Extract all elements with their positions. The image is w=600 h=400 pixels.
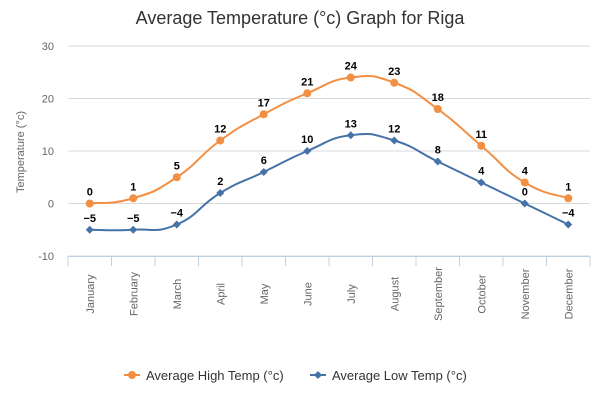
- data-point: [390, 136, 399, 145]
- data-point: [259, 110, 268, 119]
- data-point: [303, 89, 312, 98]
- x-tick-label: March: [172, 279, 184, 310]
- x-tick-label: November: [520, 268, 532, 319]
- data-point: [216, 189, 225, 197]
- y-tick-label: 20: [42, 94, 54, 106]
- data-label: −5: [127, 213, 140, 225]
- legend-label: Average Low Temp (°c): [332, 368, 467, 383]
- data-point: [564, 194, 573, 203]
- data-label: 21: [301, 76, 313, 88]
- legend-marker: [128, 371, 136, 379]
- grid-lines: [68, 45, 590, 257]
- data-label: 5: [174, 160, 180, 172]
- data-point: [346, 131, 355, 140]
- data-label: −4: [562, 208, 575, 220]
- legend[interactable]: Average High Temp (°c) Average Low Temp (…: [124, 368, 467, 383]
- data-point: [172, 173, 181, 182]
- data-point: [564, 220, 573, 229]
- x-axis: January February March April May June July Augu…: [67, 256, 591, 321]
- y-tick-label: -10: [38, 251, 54, 263]
- chart-title: Average Temperature (°c) Graph for Riga: [136, 8, 466, 28]
- data-point: [303, 147, 312, 155]
- data-label: 12: [388, 124, 400, 136]
- x-tick-label: February: [128, 271, 140, 316]
- data-point: [129, 194, 138, 203]
- data-point: [216, 136, 225, 145]
- legend-marker: [314, 371, 322, 379]
- data-point: [259, 168, 268, 176]
- data-label: −5: [83, 213, 96, 225]
- x-tick-label: January: [85, 274, 97, 314]
- legend-item-high[interactable]: Average High Temp (°c): [124, 368, 284, 383]
- data-label: 17: [258, 97, 270, 109]
- data-point: [477, 178, 486, 187]
- data-label: 4: [478, 166, 485, 178]
- data-label: 0: [87, 187, 93, 199]
- series-layer: −5 −5 −4 2 6 10 13 12 8 4 0 −4 0 1 5 12 17 21 24 23 18 11 4 1: [83, 61, 575, 234]
- data-point: [346, 73, 355, 82]
- data-label: 18: [432, 92, 444, 104]
- data-label: 6: [261, 155, 267, 167]
- series-line: [89, 133, 569, 232]
- data-point: [390, 78, 399, 87]
- data-label: 13: [345, 118, 357, 130]
- data-label: 4: [522, 166, 529, 178]
- x-tick-label: May: [259, 283, 271, 304]
- x-tick-label: October: [476, 274, 488, 313]
- legend-label: Average High Temp (°c): [146, 368, 284, 383]
- series-line: [89, 74, 569, 205]
- data-label: 1: [565, 181, 571, 193]
- data-point: [433, 157, 442, 166]
- data-label: 12: [214, 124, 226, 136]
- data-label: 2: [217, 176, 223, 188]
- y-tick-label: 10: [42, 146, 54, 158]
- data-point: [85, 199, 94, 208]
- x-tick-label: December: [563, 268, 575, 319]
- x-tick-label: June: [302, 282, 314, 306]
- data-point: [129, 225, 138, 234]
- y-tick-label: 30: [42, 41, 54, 53]
- y-axis-ticks: -10 0 10 20 30: [38, 41, 54, 263]
- data-label: 11: [475, 129, 487, 141]
- data-point: [520, 199, 529, 208]
- data-label: 8: [435, 145, 441, 157]
- x-tick-label: September: [433, 267, 445, 321]
- data-label: 24: [345, 61, 358, 73]
- data-point: [520, 178, 529, 187]
- y-tick-label: 0: [48, 199, 54, 211]
- data-point: [433, 105, 442, 113]
- x-tick-label: April: [215, 283, 227, 305]
- legend-item-low[interactable]: Average Low Temp (°c): [310, 368, 467, 383]
- data-point: [85, 225, 94, 234]
- x-tick-label: July: [346, 284, 358, 304]
- data-label: −4: [170, 208, 183, 220]
- y-axis-title: Temperature (°c): [15, 111, 27, 193]
- data-point: [172, 220, 181, 229]
- x-tick-label: August: [389, 277, 401, 311]
- data-label: 23: [388, 66, 400, 78]
- data-label: 10: [301, 134, 313, 146]
- data-label: 0: [522, 187, 528, 199]
- data-label: 1: [130, 181, 136, 193]
- data-point: [477, 141, 486, 150]
